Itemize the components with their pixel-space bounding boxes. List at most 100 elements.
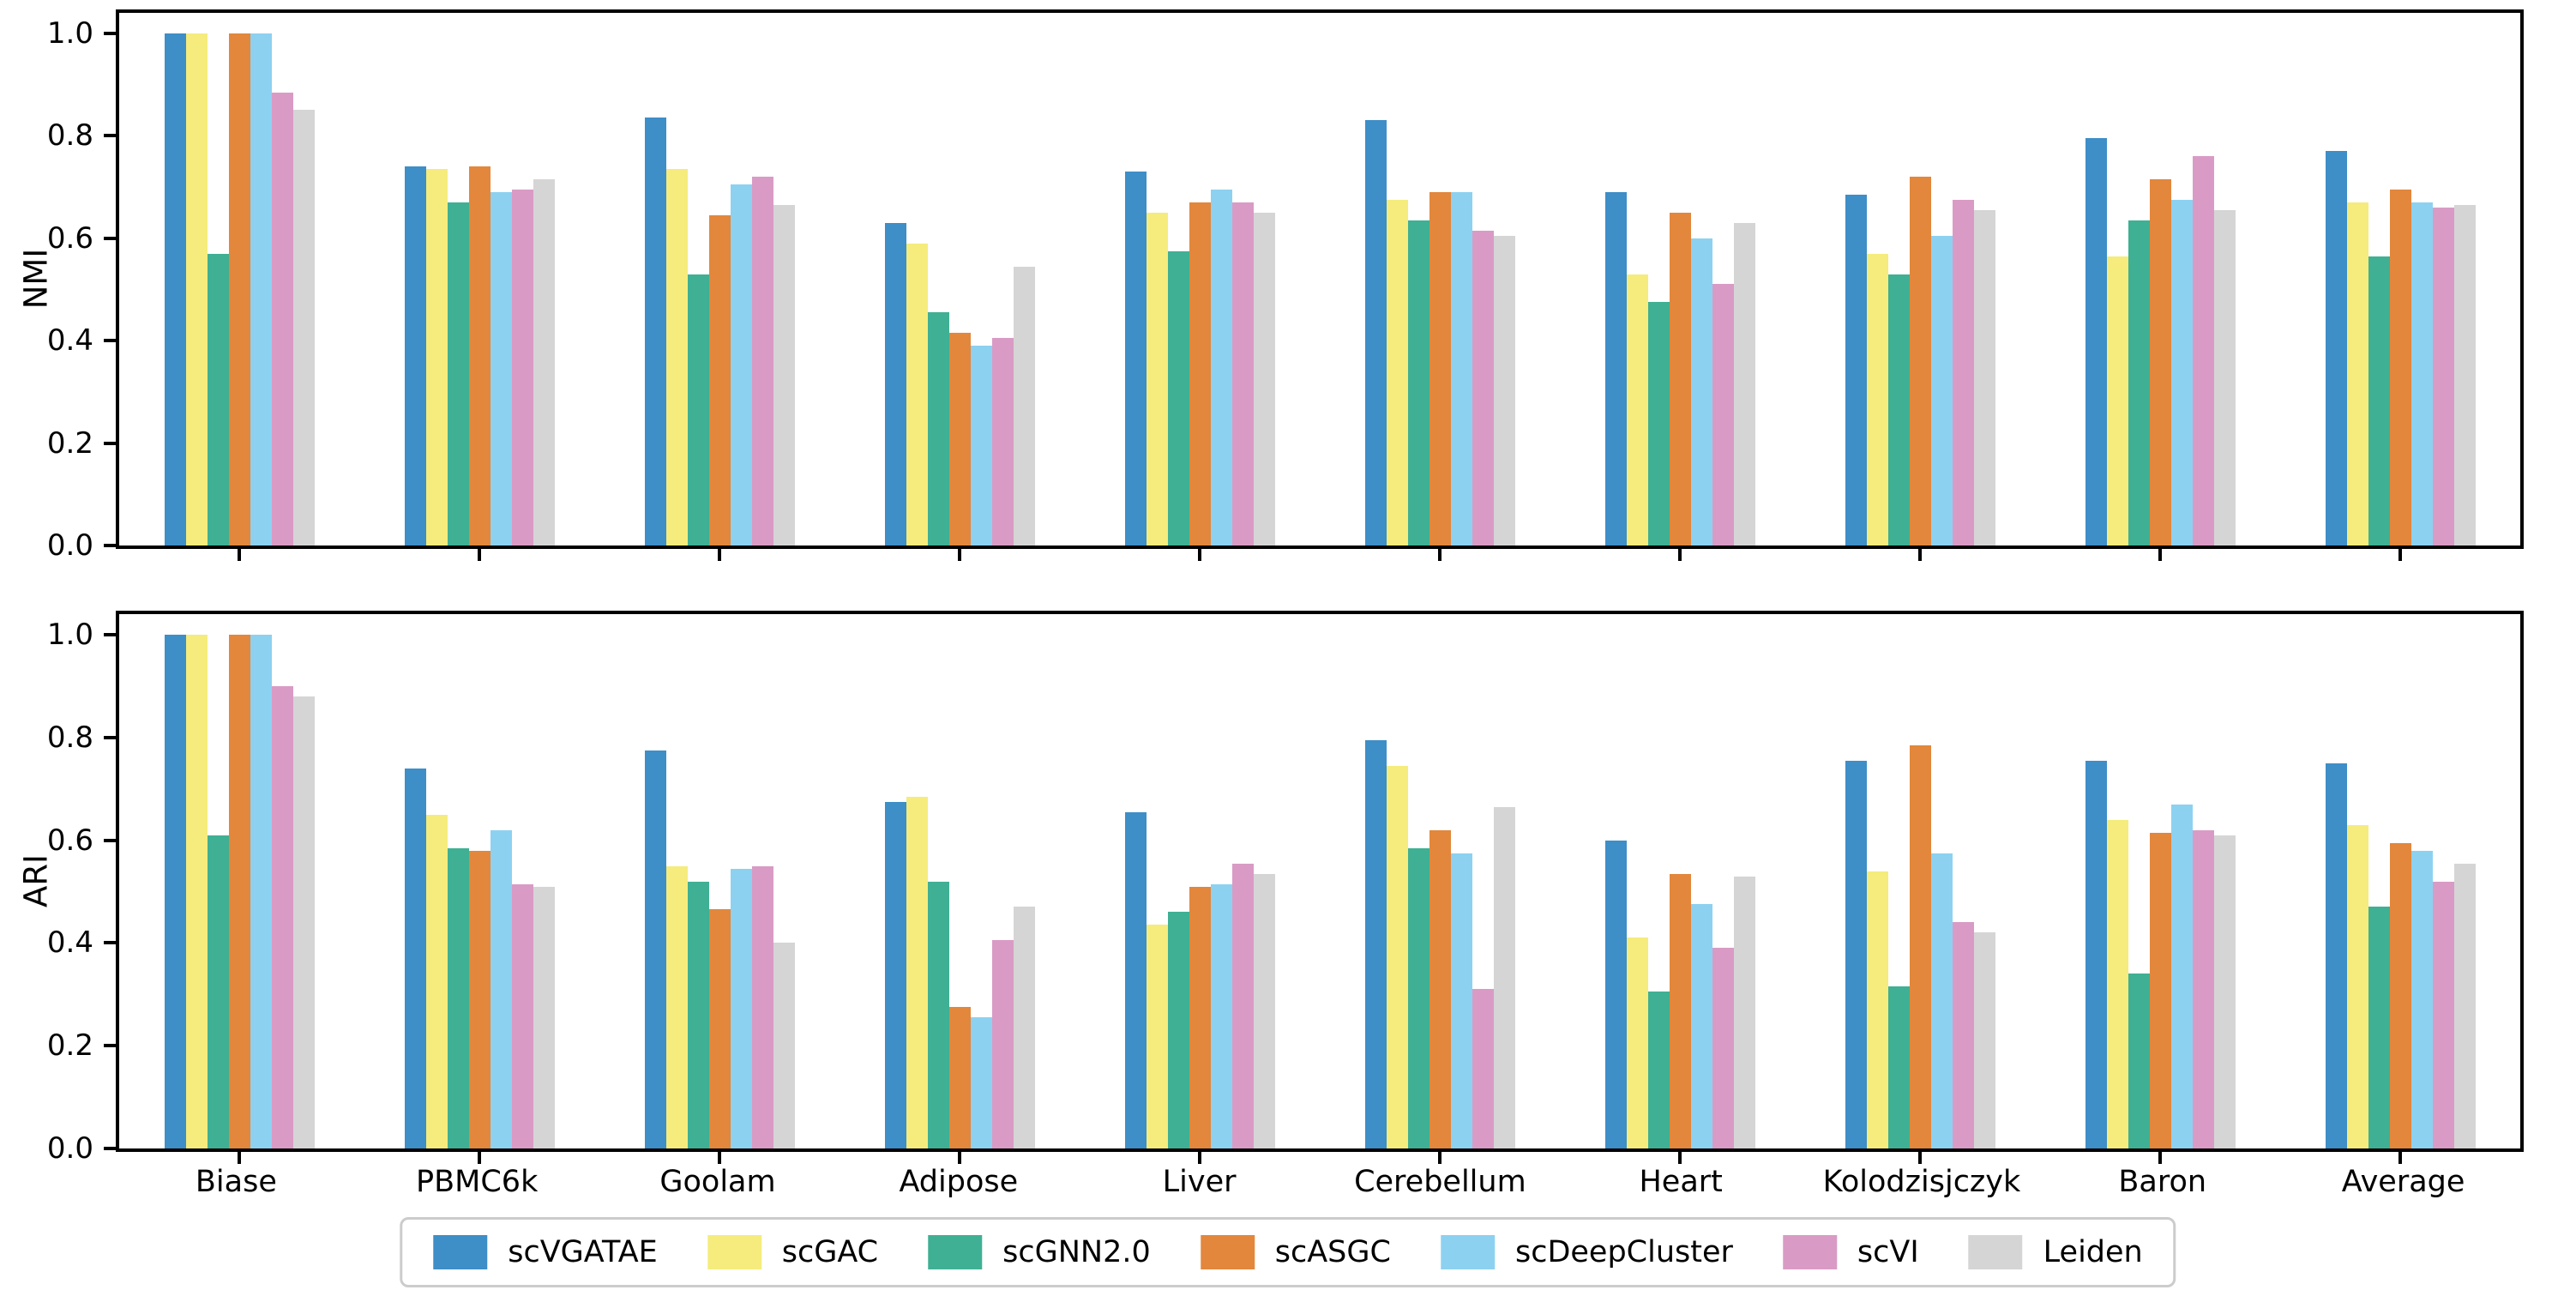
bar-scVGATAE-Kolodzisjczyk [1845,194,1867,546]
bar-Leiden-Biase [292,110,315,546]
bar-scASGC-Liver [1189,202,1211,546]
bar-scDeepCluster-PBMC6k [490,192,512,546]
bar-group-Kolodzisjczyk [1800,13,2040,561]
y-tick-mark [104,339,116,343]
bar-scGAC-Heart [1626,274,1648,546]
bar-scASGC-PBMC6k [468,166,491,546]
bar-scASGC-Heart [1669,873,1691,1148]
bar-scGAC-Kolodzisjczyk [1866,253,1888,546]
bar-scDeepCluster-Goolam [730,184,752,546]
bar-scVI-Goolam [751,177,773,546]
legend-entry-scASGC: scASGC [1200,1235,1391,1269]
x-tick-mark [2398,1152,2402,1164]
x-tick-mark [1438,1152,1441,1164]
bar-scVGATAE-PBMC6k [404,768,426,1148]
bar-scDeepCluster-Baron [2170,804,2193,1148]
bar-scVI-PBMC6k [511,883,533,1148]
legend-label-scGNN2.0: scGNN2.0 [1002,1235,1151,1269]
x-category-label-PBMC6k: PBMC6k [416,1165,539,1199]
legend-swatch-Leiden [1968,1235,2023,1269]
bar-scASGC-Goolam [708,214,731,546]
bar-Leiden-Kolodzisjczyk [1973,932,1995,1148]
legend-entry-scVI: scVI [1782,1235,1919,1269]
legend-label-scVI: scVI [1857,1235,1919,1269]
y-tick-label: 0.8 [46,118,93,154]
x-tick-mark [1438,549,1441,561]
bar-scASGC-Cerebellum [1429,192,1451,546]
bar-group-Liver [1080,13,1320,561]
bar-scASGC-Adipose [948,333,971,546]
x-tick-mark [718,1152,721,1164]
bar-groups [119,13,2520,561]
bar-scDeepCluster-Biase [250,33,272,546]
x-category-label-Average: Average [2341,1165,2465,1199]
bar-scGAC-Cerebellum [1386,199,1408,546]
legend-swatch-scVI [1782,1235,1837,1269]
x-tick-mark [1918,549,1922,561]
bar-scDeepCluster-Average [2410,850,2433,1148]
legend-label-scDeepCluster: scDeepCluster [1514,1235,1733,1269]
x-tick-mark [1678,549,1682,561]
bar-Leiden-Biase [292,696,315,1148]
x-category-label-Baron: Baron [2118,1165,2207,1199]
x-category-label-Heart: Heart [1639,1165,1723,1199]
bar-scGAC-Kolodzisjczyk [1866,871,1888,1148]
bar-scASGC-Heart [1669,212,1691,546]
bar-scGNN2.0-Baron [2128,220,2150,546]
bar-scDeepCluster-Kolodzisjczyk [1930,853,1953,1148]
bar-groups [119,614,2520,1164]
bar-scVGATAE-Heart [1604,192,1627,546]
bar-scVGATAE-Goolam [644,118,666,546]
bar-group-Average [2280,13,2520,561]
bar-scGAC-Goolam [665,169,688,546]
bar-scGAC-Biase [185,33,208,546]
legend-swatch-scGNN2.0 [928,1235,983,1269]
y-tick-label: 0.2 [46,1028,93,1064]
bar-scGAC-Biase [185,634,208,1148]
bar-scGAC-Adipose [906,243,928,546]
bar-scVI-Adipose [991,940,1014,1148]
plot-area-nmi: 0.0 0.2 0.4 0.6 0.8 1.0 [47,9,2524,561]
legend-swatch-scASGC [1200,1235,1255,1269]
y-axis-label-ari: ARI [17,854,55,907]
bar-Leiden-Adipose [1013,907,1035,1148]
y-tick-mark [104,1147,116,1150]
y-tick-label: 1.0 [46,15,93,51]
x-tick-mark [2158,1152,2162,1164]
legend-swatch-scDeepCluster [1440,1235,1495,1269]
y-tick-label: 0.6 [46,823,93,858]
bar-scVI-Kolodzisjczyk [1952,922,1974,1148]
bar-scGNN2.0-Kolodzisjczyk [1887,274,1910,546]
legend-entry-scVGATAE: scVGATAE [433,1235,658,1269]
bar-scVI-Liver [1231,202,1254,546]
bar-scVI-Biase [271,685,293,1148]
x-category-labels: Biase PBMC6k Goolam Adipose Liver Cerebellum H… [116,1161,2524,1203]
bar-Leiden-Baron [2213,835,2236,1148]
x-category-label-Biase: Biase [195,1165,277,1199]
x-category-label-Kolodzisjczyk: Kolodzisjczyk [1822,1165,2021,1199]
bar-scGNN2.0-Liver [1167,250,1189,546]
bar-group-Goolam [599,13,840,561]
y-tick-mark [104,544,116,547]
x-category-label-Cerebellum: Cerebellum [1354,1165,1526,1199]
x-category-label-Adipose: Adipose [899,1165,1019,1199]
bar-scGNN2.0-Goolam [687,881,709,1148]
bar-scGAC-Goolam [665,865,688,1148]
bar-scVI-PBMC6k [511,190,533,546]
bar-scVGATAE-Biase [164,33,186,546]
bar-scVGATAE-Heart [1604,840,1627,1148]
bar-scVI-Baron [2192,829,2214,1148]
bar-group-PBMC6k [359,13,599,561]
bar-Leiden-Heart [1733,876,1755,1148]
bar-scVI-Cerebellum [1472,230,1494,546]
bar-Leiden-Liver [1253,873,1275,1148]
bar-group-Liver [1080,614,1320,1164]
bar-group-Heart [1560,614,1800,1164]
bar-scASGC-Kolodzisjczyk [1909,177,1931,546]
bar-Leiden-Baron [2213,209,2236,546]
bar-Leiden-Average [2453,204,2476,546]
bar-scGAC-PBMC6k [425,169,448,546]
bar-scDeepCluster-Average [2410,202,2433,546]
bar-scVGATAE-Liver [1124,172,1147,546]
